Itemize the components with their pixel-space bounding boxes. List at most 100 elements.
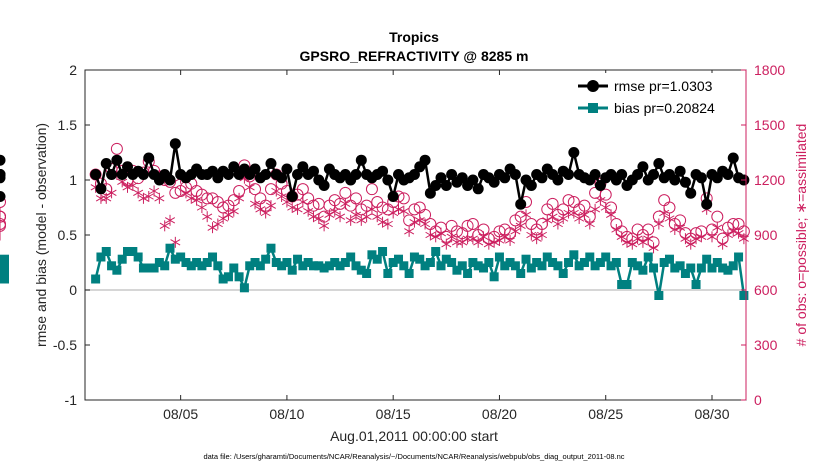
bias-point [0, 263, 9, 273]
bias-point [239, 283, 249, 293]
assimilated-count-point [223, 209, 234, 221]
bias-point [675, 261, 685, 271]
assimilated-count-point [271, 185, 282, 197]
rmse-point [307, 165, 319, 177]
rmse-point [637, 161, 649, 173]
y-right-tick-label: 900 [754, 227, 778, 243]
bias-point [494, 252, 504, 262]
chart-title: Tropics [389, 29, 439, 45]
assimilated-count-point [377, 216, 388, 228]
possible-count-point [408, 203, 421, 216]
bias-point [723, 265, 733, 275]
y-left-tick-label: 0.5 [58, 227, 78, 243]
bias-point [176, 252, 186, 262]
assimilated-count-point [228, 205, 239, 217]
assimilated-count-point [202, 211, 213, 223]
bias-point [548, 258, 558, 267]
bias-point [245, 261, 255, 271]
bias-point [734, 252, 744, 262]
y-right-tick-label: 1500 [754, 117, 785, 133]
bias-point [627, 258, 637, 267]
possible-count-point [0, 196, 6, 208]
y-right-tick-label: 0 [754, 392, 762, 408]
y-right-tick-label: 600 [754, 282, 778, 298]
bias-point [335, 261, 345, 271]
bias-point [351, 261, 361, 271]
bias-point [425, 258, 435, 267]
rmse-point [701, 198, 713, 210]
rmse-point [424, 187, 436, 199]
bias-point [356, 265, 366, 275]
bias-point [564, 258, 574, 267]
possible-count-point [562, 194, 575, 207]
y-axis-right-label: # of obs: o=possible; ∗=assimilated [793, 124, 809, 347]
y-right-tick-label: 1200 [754, 172, 785, 188]
rmse-point [679, 176, 691, 188]
assimilated-count-point [335, 211, 346, 223]
assimilated-count-point [441, 238, 452, 250]
bias-point [638, 265, 648, 275]
assimilated-count-point [218, 213, 229, 224]
assimilated-count-point [361, 211, 372, 223]
bias-point [340, 258, 350, 267]
bias-point [346, 252, 356, 262]
possible-count-point [546, 197, 559, 210]
assimilated-count-point [143, 191, 154, 202]
bias-point [579, 258, 589, 267]
assimilated-count-point [691, 233, 702, 245]
bias-point [558, 269, 568, 278]
rmse-point [143, 152, 155, 164]
assimilated-count-point [510, 225, 521, 237]
assimilated-count-point [292, 203, 303, 215]
y-left-tick-label: 2 [69, 62, 77, 78]
assimilated-count-point [648, 242, 659, 254]
rmse-point [164, 174, 176, 186]
bias-point [707, 263, 717, 273]
assimilated-count-point [664, 213, 675, 224]
rmse-point [552, 174, 564, 186]
rmse-point [653, 158, 665, 169]
bias-point [277, 261, 287, 271]
bias-point [218, 274, 228, 284]
assimilated-count-point [606, 209, 617, 221]
bias-point [643, 252, 653, 262]
bias-point [154, 258, 164, 267]
rmse-point [122, 161, 134, 173]
rmse-point [722, 169, 734, 180]
assimilated-count-point [722, 229, 733, 241]
y-left-tick-label: 1 [69, 172, 77, 188]
rmse-point [568, 147, 580, 158]
bias-point [702, 254, 712, 264]
rmse-point [472, 183, 484, 195]
bias-point [537, 261, 547, 271]
assimilated-count-point [404, 225, 415, 237]
assimilated-count-point [451, 236, 462, 248]
assimilated-count-point [255, 203, 266, 215]
bias-point [611, 258, 621, 267]
rmse-point [249, 163, 261, 175]
bias-point [96, 252, 106, 262]
bias-point [138, 263, 148, 273]
possible-count-point [365, 183, 378, 196]
axis-layer: -1 -0.5 0 0.5 1 1.5 2 0 300 600 900 1200 1500 1800 08/… [53, 62, 785, 422]
y-axis-left-label: rmse and bias (model - observation) [33, 123, 49, 347]
rmse-point [111, 154, 123, 166]
bias-point [149, 263, 159, 273]
assimilated-count-point [462, 233, 473, 245]
assimilated-count-point [616, 231, 627, 243]
possible-count-point [376, 201, 389, 214]
assimilated-count-point [653, 218, 664, 230]
bias-point [521, 254, 531, 264]
assimilated-count-point [483, 238, 494, 250]
rmse-point [499, 172, 511, 184]
assimilated-count-point [287, 202, 298, 213]
rmse-point [419, 154, 431, 166]
rmse-point [286, 191, 298, 202]
bias-point [718, 263, 728, 273]
assimilated-count-point [164, 214, 176, 226]
assimilated-count-point [435, 227, 447, 239]
assimilated-count-point [627, 238, 638, 250]
bias-point [107, 261, 117, 271]
rmse-point [260, 169, 272, 180]
series-layer [0, 138, 750, 300]
